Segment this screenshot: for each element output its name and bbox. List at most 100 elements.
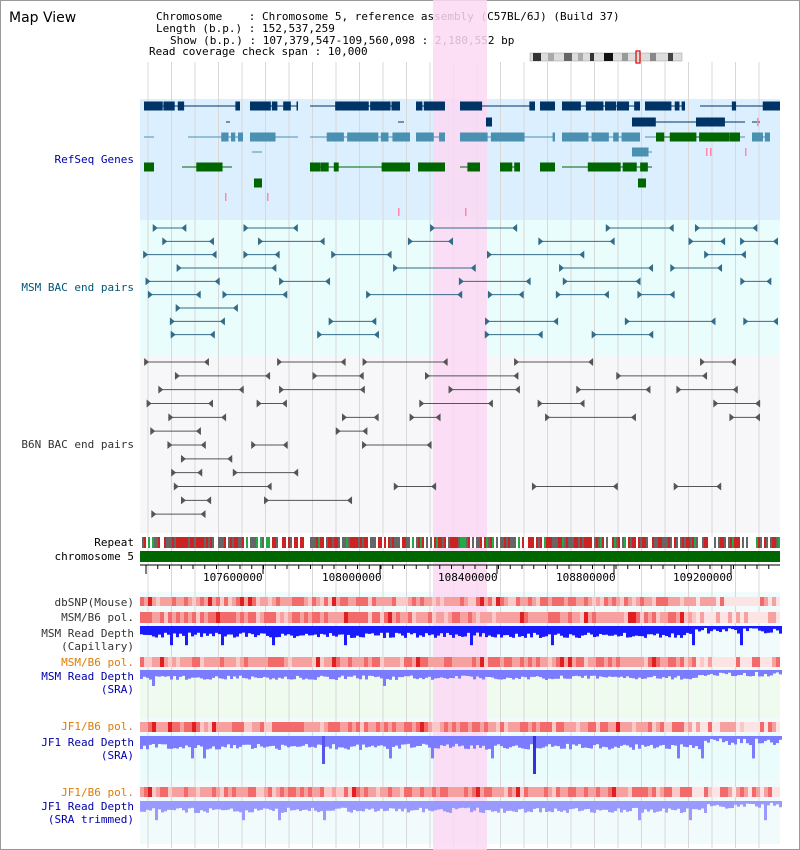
jf1-trimmed-depth-bar xyxy=(287,801,290,808)
msm-capillary-depth-bar xyxy=(428,626,431,636)
msm-b6-pol-cell xyxy=(388,612,392,623)
repeat-element xyxy=(644,537,646,548)
jf1-b6-pol-cell xyxy=(432,722,436,732)
msm-capillary-depth-bar xyxy=(335,626,338,637)
repeat-element xyxy=(300,537,302,548)
track-label-b6n-bac[interactable]: B6N BAC end pairs xyxy=(21,438,134,451)
msm-b6-pol-cell xyxy=(740,612,744,623)
msm-sra-depth-bar xyxy=(476,670,479,677)
repeat-element xyxy=(320,537,322,548)
msm-sra-depth-bar xyxy=(401,670,404,678)
jf1-trimmed-depth-bar xyxy=(155,801,158,821)
repeat-element xyxy=(310,537,312,548)
msm-sra-depth-bar xyxy=(710,670,713,674)
msm-b6-pol2-cell xyxy=(564,657,568,667)
dbsnp-cell xyxy=(584,597,588,606)
refseq-genes-track[interactable] xyxy=(144,101,780,217)
dbsnp-cell xyxy=(728,597,732,606)
b6n-bac-end-pairs-track[interactable] xyxy=(144,358,761,519)
gene-exon xyxy=(585,101,604,111)
ideogram-band xyxy=(590,53,594,61)
msm-capillary-depth-bar xyxy=(584,626,587,635)
jf1-trimmed-depth-bar xyxy=(464,801,467,809)
repeat-element xyxy=(580,537,582,548)
jf1-trimmed-depth-bar xyxy=(371,801,374,809)
msm-bac-end-pairs-track[interactable] xyxy=(143,224,778,339)
jf1-sra-depth-bar xyxy=(626,736,629,746)
jf1-b6-pol2-cell xyxy=(668,787,672,797)
jf1-b6-pol2-cell xyxy=(576,787,580,797)
msm-capillary-depth-bar xyxy=(653,626,656,636)
b6n-bac-end-left xyxy=(151,510,157,519)
msm-capillary-depth-bar xyxy=(482,626,485,634)
track-label-jf1-depth-trimmed[interactable]: JF1 Read Depth xyxy=(41,800,134,813)
jf1-sra-depth-bar xyxy=(230,736,233,749)
repeat-element xyxy=(744,537,746,548)
msm-b6-pol-cell xyxy=(768,612,772,623)
gene-exon xyxy=(381,162,410,172)
dbsnp-cell xyxy=(372,597,376,606)
repeat-element xyxy=(530,537,532,548)
msm-b6-pol-cell xyxy=(492,612,496,623)
jf1-trimmed-depth-bar xyxy=(767,801,770,806)
msm-b6-pol-cell xyxy=(204,612,208,623)
msm-capillary-depth-bar xyxy=(455,626,458,635)
track-label-jf1-b6-pol-1[interactable]: JF1/B6 pol. xyxy=(61,720,134,733)
jf1-sra-depth-bar xyxy=(560,736,563,749)
msm-capillary-depth-bar xyxy=(395,626,398,633)
jf1-b6-pol2-cell xyxy=(364,787,368,797)
msm-capillary-depth-bar xyxy=(350,626,353,638)
jf1-b6-pol-cell xyxy=(532,722,536,732)
jf1-b6-pol-cell xyxy=(428,722,432,732)
axis-tick-label: 109200000 xyxy=(673,571,733,584)
repeat-element xyxy=(282,537,284,548)
dbsnp-cell xyxy=(536,597,540,606)
msm-capillary-depth-bar xyxy=(470,626,473,646)
track-label-msm-depth-capillary[interactable]: MSM Read Depth xyxy=(41,627,134,640)
msm-capillary-depth-bar xyxy=(278,626,281,637)
repeat-element xyxy=(244,537,246,548)
msm-sra-depth-bar xyxy=(272,670,275,679)
track-label-dbsnp[interactable]: dbSNP(Mouse) xyxy=(54,596,134,609)
msm-capillary-depth-bar xyxy=(485,626,488,638)
msm-bac-end-right xyxy=(470,264,476,272)
b6n-bac-end-right xyxy=(362,427,368,436)
b6n-bac-end-left xyxy=(279,385,285,394)
gene-exon xyxy=(250,101,271,111)
jf1-sra-depth-bar xyxy=(668,736,671,749)
repeat-element xyxy=(756,537,758,548)
jf1-b6-pol-cell xyxy=(400,722,404,732)
b6n-bac-end-left xyxy=(180,496,186,505)
track-label-msm-depth-sra[interactable]: MSM Read Depth xyxy=(41,670,134,683)
msm-bac-end-right xyxy=(271,264,277,272)
jf1-b6-pol2-cell xyxy=(448,787,452,797)
track-label-msm-b6-pol-1[interactable]: MSM/B6 pol. xyxy=(61,611,134,624)
msm-capillary-depth-bar xyxy=(155,626,158,638)
jf1-trimmed-depth-bar xyxy=(332,801,335,811)
jf1-trimmed-depth-bar xyxy=(311,801,314,808)
chromosome-ideogram[interactable] xyxy=(529,50,683,64)
msm-sra-depth-bar xyxy=(692,670,695,679)
track-label-msm-b6-pol-2[interactable]: MSM/B6 pol. xyxy=(61,656,134,669)
b6n-bac-end-right xyxy=(732,385,738,394)
msm-sra-depth-bar xyxy=(236,670,239,679)
jf1-trimmed-depth-bar xyxy=(626,801,629,812)
track-label-jf1-b6-pol-2[interactable]: JF1/B6 pol. xyxy=(61,786,134,799)
jf1-sra-depth-bar xyxy=(386,736,389,749)
msm-b6-pol2-cell xyxy=(656,657,660,667)
track-label-repeat[interactable]: Repeat xyxy=(94,536,134,549)
msm-b6-pol2-cell xyxy=(324,657,328,667)
msm-sra-depth-bar xyxy=(239,670,242,676)
msm-capillary-depth-bar xyxy=(149,626,152,636)
msm-sra-depth-bar xyxy=(200,670,203,679)
track-label-msm-bac[interactable]: MSM BAC end pairs xyxy=(21,281,134,294)
jf1-b6-pol-cell xyxy=(508,722,512,732)
dbsnp-cell xyxy=(284,597,288,606)
gene-exon xyxy=(632,147,649,157)
track-label-jf1-depth-sra[interactable]: JF1 Read Depth xyxy=(41,736,134,749)
track-label-refseq-genes[interactable]: RefSeq Genes xyxy=(54,153,134,166)
msm-b6-pol-cell xyxy=(648,612,652,623)
dbsnp-cell xyxy=(776,597,780,606)
jf1-sra-depth-bar xyxy=(254,736,257,748)
msm-bac-end-right xyxy=(720,237,726,246)
